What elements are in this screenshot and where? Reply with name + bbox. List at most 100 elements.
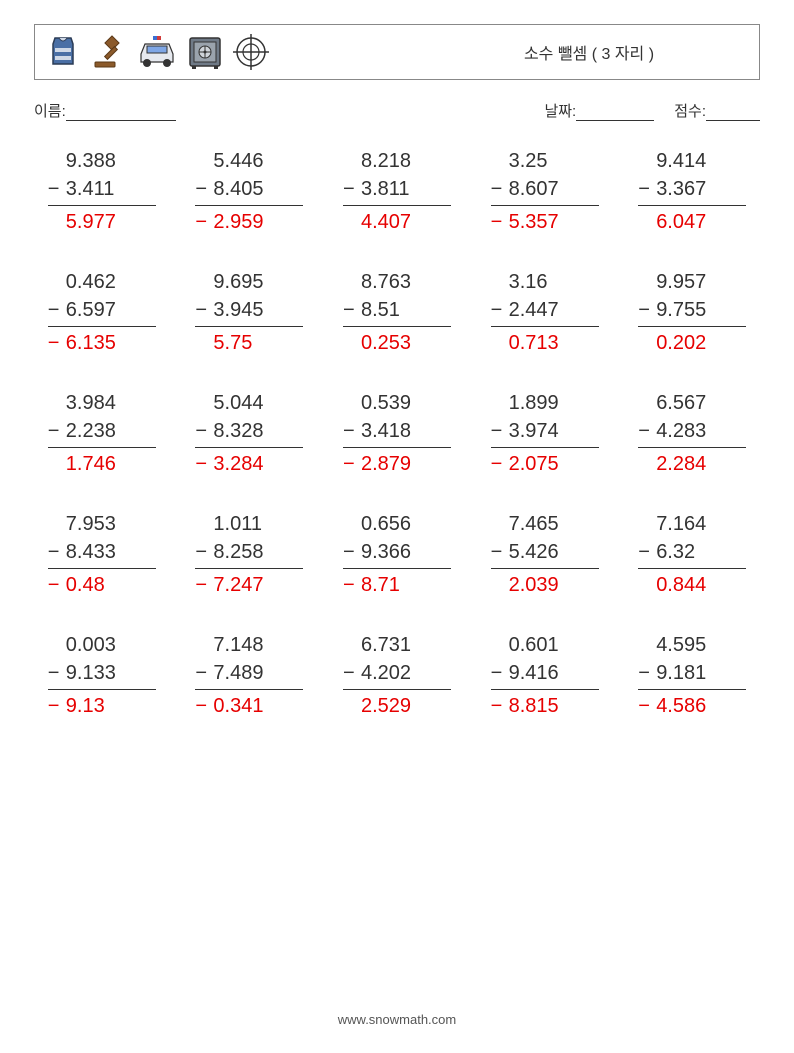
- answer: 0.202: [638, 327, 746, 357]
- subtrahend: −9.755: [638, 296, 746, 327]
- subtrahend: −4.202: [343, 659, 451, 690]
- subtrahend: −3.418: [343, 417, 451, 448]
- score-label: 점수:: [674, 100, 706, 121]
- answer: −0.48: [48, 569, 156, 599]
- safe-icon: [185, 32, 225, 72]
- minuend: 1.899: [491, 389, 599, 417]
- minuend: 8.763: [343, 268, 451, 296]
- problem: 5.044−8.328−3.284: [195, 389, 303, 478]
- answer: 6.047: [638, 206, 746, 236]
- problem: 7.953−8.433−0.48: [48, 510, 156, 599]
- subtrahend: −9.181: [638, 659, 746, 690]
- minuend: 4.595: [638, 631, 746, 659]
- date-blank[interactable]: [576, 105, 654, 121]
- subtrahend: −8.433: [48, 538, 156, 569]
- name-label: 이름:: [34, 100, 66, 121]
- problem: 9.957−9.7550.202: [638, 268, 746, 357]
- minuend: 9.695: [195, 268, 303, 296]
- subtrahend: −4.283: [638, 417, 746, 448]
- answer: −8.71: [343, 569, 451, 599]
- problem: 1.011−8.258−7.247: [195, 510, 303, 599]
- problem: 9.695−3.9455.75: [195, 268, 303, 357]
- problem: 8.763−8.510.253: [343, 268, 451, 357]
- answer: −8.815: [491, 690, 599, 720]
- minuend: 0.462: [48, 268, 156, 296]
- answer: 2.284: [638, 448, 746, 478]
- minuend: 9.957: [638, 268, 746, 296]
- problem: 9.414−3.3676.047: [638, 147, 746, 236]
- answer: −5.357: [491, 206, 599, 236]
- name-blank[interactable]: [66, 105, 176, 121]
- minuend: 7.953: [48, 510, 156, 538]
- minuend: 7.148: [195, 631, 303, 659]
- subtrahend: −9.366: [343, 538, 451, 569]
- problem: 7.465−5.4262.039: [491, 510, 599, 599]
- problem: 6.567−4.2832.284: [638, 389, 746, 478]
- score-blank[interactable]: [706, 105, 760, 121]
- worksheet-page: 소수 뺄셈 ( 3 자리 ) 이름: 날짜: 점수: 9.388−3.4115.…: [0, 0, 794, 720]
- problem: 1.899−3.974−2.075: [491, 389, 599, 478]
- answer: −2.879: [343, 448, 451, 478]
- minuend: 0.003: [48, 631, 156, 659]
- subtrahend: −8.258: [195, 538, 303, 569]
- minuend: 9.414: [638, 147, 746, 175]
- problem: 0.003−9.133−9.13: [48, 631, 156, 720]
- answer: 5.977: [48, 206, 156, 236]
- subtrahend: −8.51: [343, 296, 451, 327]
- police-car-icon: [135, 32, 179, 72]
- minuend: 7.465: [491, 510, 599, 538]
- answer: 0.253: [343, 327, 451, 357]
- problem: 3.16−2.4470.713: [491, 268, 599, 357]
- header-box: 소수 뺄셈 ( 3 자리 ): [34, 24, 760, 80]
- subtrahend: −9.133: [48, 659, 156, 690]
- subtrahend: −3.974: [491, 417, 599, 448]
- minuend: 5.446: [195, 147, 303, 175]
- worksheet-title: 소수 뺄셈 ( 3 자리 ): [271, 40, 747, 64]
- answer: −3.284: [195, 448, 303, 478]
- minuend: 1.011: [195, 510, 303, 538]
- answer: 0.713: [491, 327, 599, 357]
- minuend: 6.731: [343, 631, 451, 659]
- answer: −2.075: [491, 448, 599, 478]
- minuend: 7.164: [638, 510, 746, 538]
- subtrahend: −9.416: [491, 659, 599, 690]
- problem: 4.595−9.181−4.586: [638, 631, 746, 720]
- subtrahend: −3.811: [343, 175, 451, 206]
- crosshair-icon: [231, 32, 271, 72]
- subtrahend: −5.426: [491, 538, 599, 569]
- answer: 1.746: [48, 448, 156, 478]
- subtrahend: −2.447: [491, 296, 599, 327]
- minuend: 3.984: [48, 389, 156, 417]
- subtrahend: −8.405: [195, 175, 303, 206]
- subtrahend: −7.489: [195, 659, 303, 690]
- answer: 2.529: [343, 690, 451, 720]
- problem: 0.539−3.418−2.879: [343, 389, 451, 478]
- answer: −7.247: [195, 569, 303, 599]
- problem: 5.446−8.405−2.959: [195, 147, 303, 236]
- header-icons: [43, 32, 271, 72]
- answer: 0.844: [638, 569, 746, 599]
- problem: 0.462−6.597−6.135: [48, 268, 156, 357]
- minuend: 3.16: [491, 268, 599, 296]
- footer-url: www.snowmath.com: [0, 1012, 794, 1027]
- minuend: 8.218: [343, 147, 451, 175]
- subtrahend: −6.32: [638, 538, 746, 569]
- problem: 0.656−9.366−8.71: [343, 510, 451, 599]
- minuend: 5.044: [195, 389, 303, 417]
- answer: 2.039: [491, 569, 599, 599]
- problem: 8.218−3.8114.407: [343, 147, 451, 236]
- subtrahend: −3.945: [195, 296, 303, 327]
- gavel-icon: [89, 32, 129, 72]
- minuend: 6.567: [638, 389, 746, 417]
- meta-row: 이름: 날짜: 점수:: [34, 100, 760, 121]
- answer: −6.135: [48, 327, 156, 357]
- minuend: 0.601: [491, 631, 599, 659]
- problem: 3.25−8.607−5.357: [491, 147, 599, 236]
- subtrahend: −3.367: [638, 175, 746, 206]
- answer: −2.959: [195, 206, 303, 236]
- vest-icon: [43, 32, 83, 72]
- minuend: 0.539: [343, 389, 451, 417]
- problem: 6.731−4.2022.529: [343, 631, 451, 720]
- minuend: 0.656: [343, 510, 451, 538]
- answer: 4.407: [343, 206, 451, 236]
